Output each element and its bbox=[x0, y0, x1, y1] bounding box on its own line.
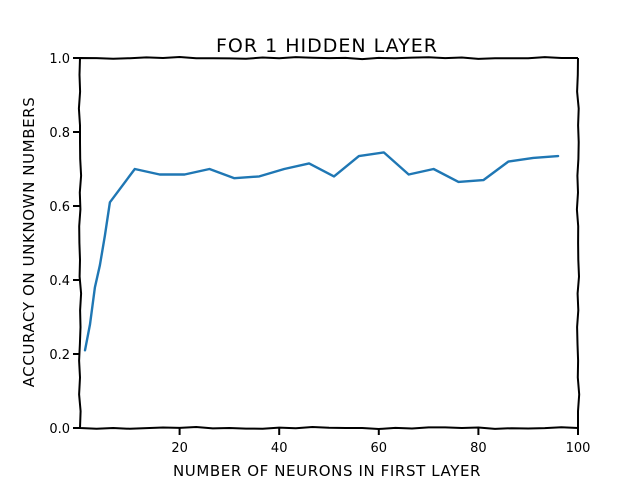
y-axis: 0.0 0.2 0.4 0.6 0.8 1.0 bbox=[49, 52, 80, 437]
y-tick-label: 0.2 bbox=[49, 348, 70, 363]
y-tick-label: 0.8 bbox=[49, 126, 70, 141]
chart-title: FOR 1 HIDDEN LAYER bbox=[216, 35, 438, 57]
y-tick-label: 0.6 bbox=[49, 200, 70, 215]
y-axis-label: ACCURACY ON UNKNOWN NUMBERS bbox=[20, 97, 38, 388]
x-tick-label: 80 bbox=[470, 441, 487, 456]
y-tick-label: 0.4 bbox=[49, 274, 70, 289]
x-tick-label: 40 bbox=[271, 441, 288, 456]
x-tick-label: 60 bbox=[371, 441, 388, 456]
y-tick-label: 0.0 bbox=[49, 422, 70, 437]
y-tick-label: 1.0 bbox=[49, 52, 70, 67]
x-axis-label: NUMBER OF NEURONS IN FIRST LAYER bbox=[173, 462, 481, 480]
series-line bbox=[83, 151, 560, 352]
x-tick-label: 100 bbox=[566, 441, 591, 456]
x-axis: 20 40 60 80 100 bbox=[171, 428, 590, 456]
x-tick-label: 20 bbox=[171, 441, 188, 456]
plot-frame bbox=[77, 56, 581, 430]
